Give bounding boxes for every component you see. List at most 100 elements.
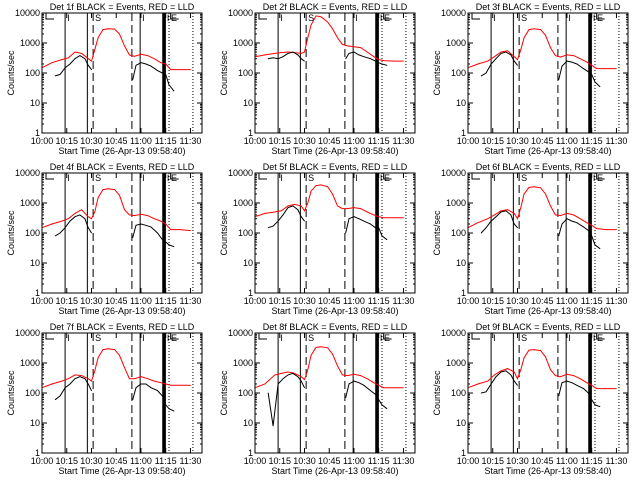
marker-label: I (593, 13, 596, 23)
y-tick-label: 10000 (441, 8, 466, 18)
x-tick-label: 10:00 (31, 456, 54, 466)
x-tick-label: 10:15 (268, 456, 291, 466)
y-tick-label: 10 (30, 418, 40, 428)
y-tick-label: 100 (451, 388, 466, 398)
lld-series-line-point (97, 37, 99, 39)
lld-series-line-point (94, 370, 96, 372)
events-series-line-point (140, 223, 142, 225)
lld-series-line-point (129, 378, 130, 380)
marker-label: I (280, 333, 283, 343)
x-axis-label: Start Time (26-Apr-13 09:58:40) (58, 306, 185, 316)
lld-series-line-point (133, 378, 135, 380)
lld-series-line-point (180, 69, 181, 70)
events-series-line-point (566, 60, 568, 62)
bracket-mark (258, 13, 267, 20)
lld-series-line-point (67, 218, 69, 220)
y-tick-label: 1000 (20, 358, 40, 368)
y-tick-label: 1000 (20, 38, 40, 48)
panel-title: Det 3f BLACK = Events, RED = LLD (476, 2, 621, 12)
marker-label: I (493, 333, 496, 343)
events-series-line-point (69, 63, 71, 65)
bracket-mark (596, 173, 605, 180)
lld-series-line-point (366, 211, 368, 213)
events-series-line-point (588, 230, 589, 232)
events-series-line-point (517, 384, 518, 386)
marker-label: S (521, 333, 527, 343)
lld-series-line-point (81, 375, 82, 377)
x-tick-label: 10:15 (481, 296, 504, 306)
marker-label: I (142, 333, 145, 343)
bracket-mark (45, 173, 54, 180)
marker-label: I (355, 13, 358, 23)
plot-frame (41, 332, 203, 454)
lld-series-line-point (616, 68, 617, 70)
events-series-line-point (375, 393, 376, 395)
plot-frame (254, 332, 416, 454)
lld-series-line-point (403, 387, 404, 389)
x-tick-label: 10:30 (293, 456, 316, 466)
lld-series-line-point (342, 208, 343, 210)
events-series-line-point (54, 235, 56, 237)
events-series-line-point (165, 404, 167, 406)
events-series-line-point (292, 373, 294, 374)
events-series-line-point (79, 376, 81, 378)
bracket-mark (471, 13, 480, 20)
lld-series-line-point (300, 53, 302, 54)
marker-label: I (167, 13, 170, 23)
events-series-line-point (505, 51, 507, 53)
events-series-line-point (84, 58, 86, 60)
lld-series-line-point (274, 374, 276, 376)
events-series-line-point (79, 55, 81, 57)
events-series-line-point (599, 248, 601, 250)
y-tick-label: 10 (243, 418, 253, 428)
events-series-line-point (510, 54, 512, 56)
plot-frame (467, 172, 629, 294)
y-tick-label: 100 (25, 228, 40, 238)
lld-series-line-point (579, 218, 581, 220)
lld-series-line-point (332, 28, 333, 30)
events-series-line-point (490, 63, 492, 65)
events-series-line (480, 210, 601, 250)
lld-series-line-point (559, 376, 561, 378)
lld-series-line-point (545, 356, 546, 358)
events-series-line-point (594, 81, 596, 83)
lld-series-line-point (307, 37, 309, 39)
lld-series-line-point (596, 68, 598, 70)
lld-series-line-point (393, 60, 394, 62)
y-tick-label: 10 (456, 258, 466, 268)
marker-label: S (308, 13, 314, 23)
events-series-line-point (348, 383, 350, 385)
lld-series-line-point (153, 218, 155, 220)
lld-series-line-point (74, 213, 76, 214)
lld-series-line-point (133, 215, 135, 217)
events-series-line-point (583, 388, 584, 390)
events-series-line-point (282, 214, 284, 216)
lld-series-line-point (165, 383, 167, 385)
lld-series-line-point (153, 380, 155, 382)
lld-series-line-point (147, 55, 148, 57)
lld-series-line-point (315, 347, 317, 348)
marker-label: S (95, 333, 101, 343)
events-series-line-point (168, 84, 170, 86)
lld-series-line-point (493, 56, 495, 58)
lld-series-line-point (190, 69, 191, 70)
events-series-line-point (132, 237, 134, 239)
events-series-line-point (510, 214, 512, 216)
marker-label: S (308, 333, 314, 343)
lld-series-line-point (310, 24, 312, 26)
events-series-line-point (345, 397, 347, 399)
events-series-line-point (74, 58, 76, 60)
events-series-line-point (561, 382, 563, 384)
bracket-mark (170, 333, 179, 340)
lld-series-line-point (287, 51, 289, 53)
x-tick-label: 10:15 (55, 136, 78, 146)
events-series-line-point (500, 371, 502, 373)
events-series-line-point (282, 56, 284, 58)
x-tick-label: 11:00 (130, 296, 152, 306)
events-series-line-point (381, 63, 383, 65)
events-series-line (480, 51, 601, 88)
lld-series-line-point (523, 357, 525, 359)
lld-series-line-point (114, 28, 115, 30)
marker-label: I (593, 333, 596, 343)
events-series-line (481, 370, 601, 408)
